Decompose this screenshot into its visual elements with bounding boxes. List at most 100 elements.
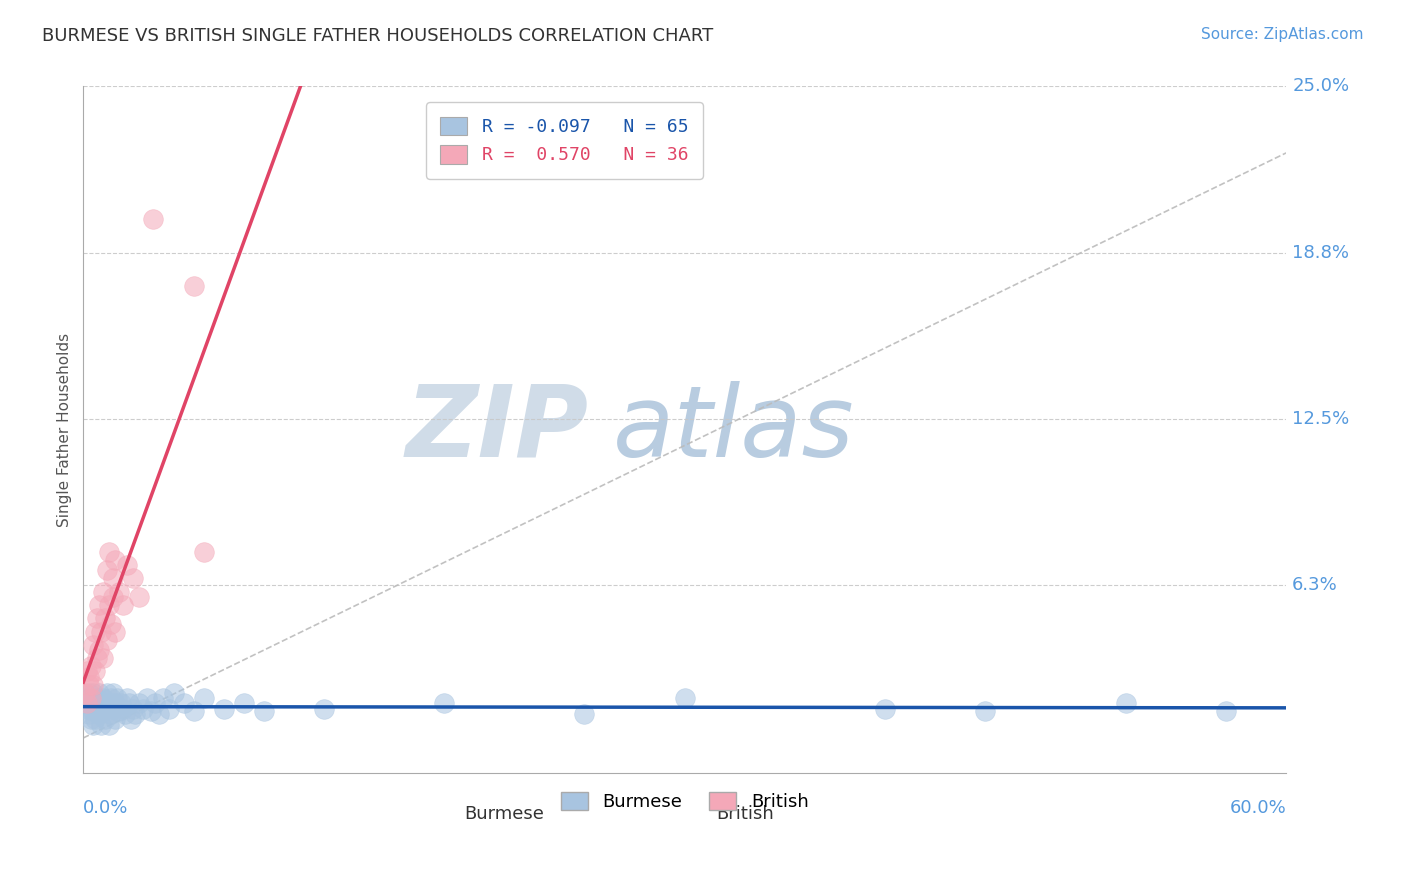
Point (82, 704, 104, 718)
Point (103, 571, 125, 585)
Point (89, 643, 111, 657)
Point (90, 697, 112, 711)
Point (98, 598, 121, 612)
Point (94, 712, 117, 726)
Point (673, 691, 696, 706)
Point (183, 278, 205, 293)
Point (148, 706, 170, 721)
Point (100, 691, 122, 706)
Point (79, 670, 101, 684)
Point (112, 701, 135, 715)
Point (91, 691, 114, 706)
Point (132, 701, 155, 715)
Point (110, 697, 132, 711)
Point (875, 701, 897, 715)
Point (82, 686, 104, 700)
Text: BURMESE VS BRITISH SINGLE FATHER HOUSEHOLDS CORRELATION CHART: BURMESE VS BRITISH SINGLE FATHER HOUSEHO… (42, 27, 713, 45)
Point (183, 704, 205, 718)
Point (82, 678, 104, 692)
Text: 25.0%: 25.0% (1292, 78, 1350, 95)
Point (91, 584, 114, 599)
Point (253, 704, 276, 718)
Point (76, 665, 98, 679)
Point (103, 686, 125, 700)
Point (1115, 697, 1137, 711)
Point (84, 712, 107, 726)
Point (80, 691, 103, 706)
Point (96, 563, 118, 577)
Point (124, 706, 146, 721)
Point (82, 717, 104, 731)
Point (114, 706, 136, 721)
Point (94, 697, 117, 711)
Point (128, 590, 150, 604)
Point (104, 712, 127, 726)
Point (86, 701, 108, 715)
Point (76, 701, 98, 715)
Point (122, 571, 145, 585)
Point (103, 590, 125, 604)
Point (89, 686, 111, 700)
Point (108, 584, 131, 599)
Point (103, 701, 125, 715)
Point (232, 697, 254, 711)
Point (91, 651, 114, 665)
Text: British: British (716, 805, 773, 823)
Text: Source: ZipAtlas.com: Source: ZipAtlas.com (1201, 27, 1364, 42)
Y-axis label: Single Father Households: Single Father Households (58, 333, 72, 526)
Point (94, 611, 117, 625)
Point (142, 212, 165, 227)
Point (112, 598, 135, 612)
Point (100, 706, 122, 721)
Point (120, 712, 142, 726)
Point (162, 686, 184, 700)
Point (104, 697, 127, 711)
Point (90, 717, 112, 731)
Legend: Burmese, British: Burmese, British (554, 785, 815, 818)
Point (98, 545, 121, 559)
Text: 18.8%: 18.8% (1292, 244, 1350, 261)
Point (76, 697, 98, 711)
Point (117, 691, 139, 706)
Text: 0.0%: 0.0% (83, 799, 129, 817)
Point (159, 701, 181, 715)
Point (141, 704, 163, 718)
Point (212, 701, 235, 715)
Point (96, 686, 118, 700)
Point (98, 717, 121, 731)
Point (79, 678, 101, 692)
Point (84, 624, 107, 639)
Point (1215, 704, 1237, 718)
Point (91, 704, 114, 718)
Text: 12.5%: 12.5% (1292, 409, 1350, 428)
Point (80, 694, 103, 708)
Point (75, 686, 97, 700)
Point (80, 659, 103, 673)
Point (118, 697, 141, 711)
Point (89, 598, 111, 612)
Point (90, 624, 112, 639)
Point (104, 624, 127, 639)
Point (89, 706, 111, 721)
Point (312, 701, 335, 715)
Point (75, 697, 97, 711)
Point (98, 697, 121, 711)
Point (152, 691, 174, 706)
Point (193, 691, 215, 706)
Point (128, 697, 150, 711)
Point (79, 706, 101, 721)
Point (145, 697, 167, 711)
Point (86, 611, 108, 625)
Point (86, 691, 108, 706)
Point (76, 691, 98, 706)
Point (100, 616, 122, 631)
Point (974, 704, 997, 718)
Point (79, 686, 101, 700)
Text: ZIP: ZIP (405, 381, 589, 478)
Point (574, 706, 596, 721)
Point (122, 701, 145, 715)
Point (84, 665, 107, 679)
Point (86, 651, 108, 665)
Point (80, 712, 103, 726)
Point (193, 545, 215, 559)
